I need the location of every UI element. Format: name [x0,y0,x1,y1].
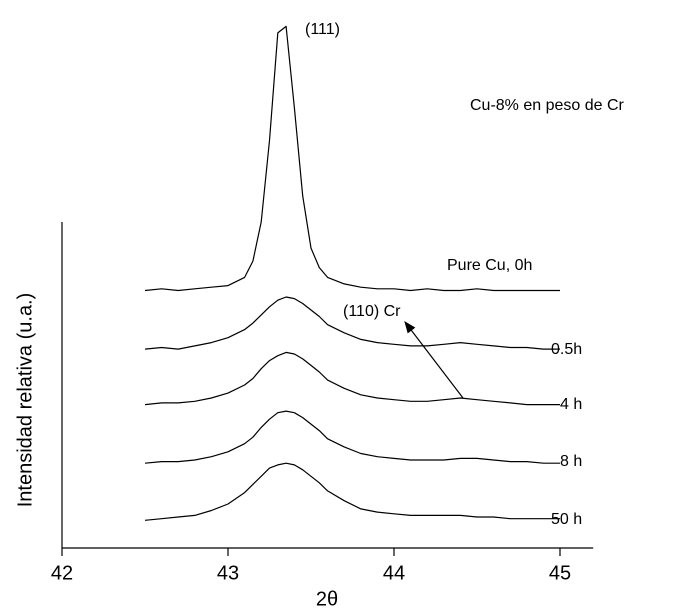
x-tick-label: 42 [51,562,73,584]
spectrum-line [144,351,560,406]
series-label: 8 h [560,453,582,470]
peak-annotation: (111) [305,21,340,38]
series-label: 4 h [560,396,582,413]
spectrum-line [144,410,560,464]
spectrum-line [144,462,560,521]
series-label: 50 h [551,511,582,528]
annotation-arrow [404,321,464,399]
cr-annotation: (110) Cr [343,303,401,320]
series-label: 0.5h [551,341,582,358]
series-label: Pure Cu, 0h [447,257,532,274]
sample-annotation: Cu-8% en peso de Cr [470,97,625,114]
x-axis-label: 2θ [316,588,338,610]
spectrum-line [144,25,560,292]
x-tick-label: 44 [383,562,405,584]
x-tick-label: 45 [549,562,571,584]
spectrum-line [144,296,560,350]
y-axis-label: Intensidad relativa (u.a.) [14,293,36,508]
x-tick-label: 43 [217,562,239,584]
